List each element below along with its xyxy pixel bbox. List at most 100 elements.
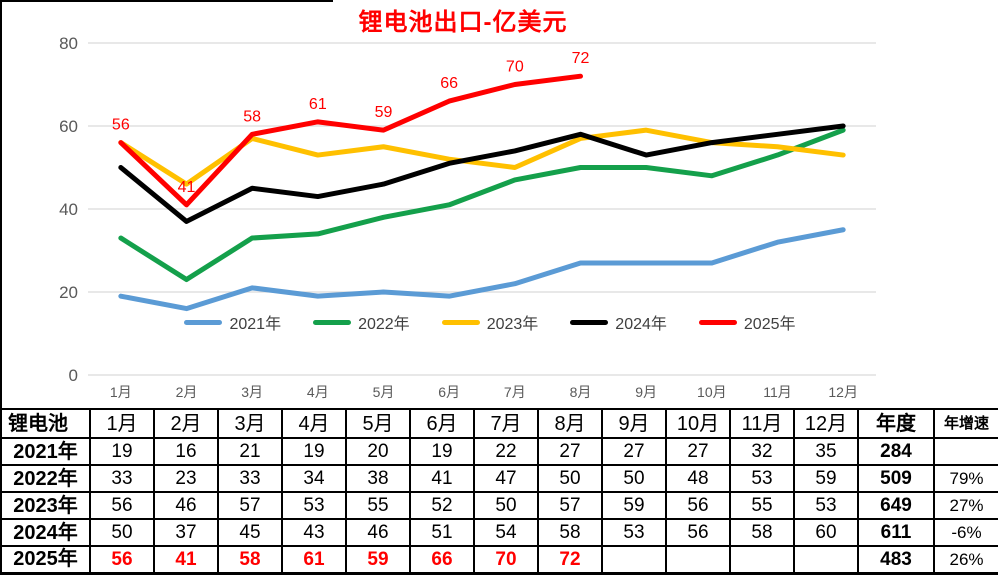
legend-item-2022年[interactable]: 2022年 xyxy=(313,310,410,334)
cell-2025年-6月[interactable]: 66 xyxy=(409,545,475,575)
col-header-年增速[interactable]: 年增速 xyxy=(933,408,998,439)
row-header-2022年[interactable]: 2022年 xyxy=(0,464,91,493)
cell-2023年-5月[interactable]: 55 xyxy=(345,491,411,520)
cell-2021年-annual[interactable]: 284 xyxy=(857,437,935,466)
series-line-2022年[interactable] xyxy=(118,127,846,283)
cell-2022年-10月[interactable]: 48 xyxy=(665,464,731,493)
cell-2025年-10月[interactable] xyxy=(665,545,731,575)
cell-2022年-4月[interactable]: 34 xyxy=(281,464,347,493)
legend-item-2023年[interactable]: 2023年 xyxy=(441,310,538,334)
legend-item-2025年[interactable]: 2025年 xyxy=(698,310,796,334)
cell-2022年-7月[interactable]: 47 xyxy=(473,464,539,493)
col-header-11月[interactable]: 11月 xyxy=(729,408,795,439)
cell-2021年-7月[interactable]: 22 xyxy=(473,437,539,466)
cell-2025年-4月[interactable]: 61 xyxy=(281,545,347,575)
cell-2024年-8月[interactable]: 58 xyxy=(537,518,603,547)
cell-2024年-annual[interactable]: 611 xyxy=(857,518,935,547)
cell-2023年-8月[interactable]: 57 xyxy=(537,491,603,520)
cell-2021年-10月[interactable]: 27 xyxy=(665,437,731,466)
col-header-9月[interactable]: 9月 xyxy=(601,408,667,439)
cell-2021年-9月[interactable]: 27 xyxy=(601,437,667,466)
cell-2024年-4月[interactable]: 43 xyxy=(281,518,347,547)
cell-2024年-3月[interactable]: 45 xyxy=(217,518,283,547)
cell-2021年-8月[interactable]: 27 xyxy=(537,437,603,466)
cell-2022年-11月[interactable]: 53 xyxy=(729,464,795,493)
cell-2021年-11月[interactable]: 32 xyxy=(729,437,795,466)
cell-2022年-1月[interactable]: 33 xyxy=(89,464,155,493)
cell-2025年-2月[interactable]: 41 xyxy=(153,545,219,575)
cell-2022年-5月[interactable]: 38 xyxy=(345,464,411,493)
cell-2023年-9月[interactable]: 59 xyxy=(601,491,667,520)
cell-2025年-5月[interactable]: 59 xyxy=(345,545,411,575)
col-header-7月[interactable]: 7月 xyxy=(473,408,539,439)
cell-2023年-annual[interactable]: 649 xyxy=(857,491,935,520)
cell-2024年-12月[interactable]: 60 xyxy=(793,518,859,547)
cell-2023年-4月[interactable]: 53 xyxy=(281,491,347,520)
chart[interactable]: 锂电池出口-亿美元 0 20 40 60 80 1月 2月 3月 4月 5月 6月 7月 8月 9月 10月… xyxy=(0,0,998,408)
cell-2025年-7月[interactable]: 70 xyxy=(473,545,539,575)
cell-2022年-3月[interactable]: 33 xyxy=(217,464,283,493)
col-header-锂电池[interactable]: 锂电池 xyxy=(0,408,91,439)
col-header-4月[interactable]: 4月 xyxy=(281,408,347,439)
cell-2021年-2月[interactable]: 16 xyxy=(153,437,219,466)
legend-item-2021年[interactable]: 2021年 xyxy=(184,310,281,334)
cell-2024年-1月[interactable]: 50 xyxy=(89,518,155,547)
cell-2023年-2月[interactable]: 46 xyxy=(153,491,219,520)
col-header-12月[interactable]: 12月 xyxy=(793,408,859,439)
cell-2023年-6月[interactable]: 52 xyxy=(409,491,475,520)
cell-2023年-3月[interactable]: 57 xyxy=(217,491,283,520)
row-header-2021年[interactable]: 2021年 xyxy=(0,437,91,466)
legend-item-2024年[interactable]: 2024年 xyxy=(570,310,667,334)
col-header-2月[interactable]: 2月 xyxy=(153,408,219,439)
col-header-5月[interactable]: 5月 xyxy=(345,408,411,439)
col-header-8月[interactable]: 8月 xyxy=(537,408,603,439)
row-header-2025年[interactable]: 2025年 xyxy=(0,545,91,575)
col-header-3月[interactable]: 3月 xyxy=(217,408,283,439)
cell-2025年-9月[interactable] xyxy=(601,545,667,575)
cell-2024年-6月[interactable]: 51 xyxy=(409,518,475,547)
cell-2023年-growth[interactable]: 27% xyxy=(933,491,998,520)
cell-2023年-1月[interactable]: 56 xyxy=(89,491,155,520)
cell-2024年-7月[interactable]: 54 xyxy=(473,518,539,547)
cell-2024年-5月[interactable]: 46 xyxy=(345,518,411,547)
cell-2023年-7月[interactable]: 50 xyxy=(473,491,539,520)
cell-2021年-1月[interactable]: 19 xyxy=(89,437,155,466)
cell-2022年-annual[interactable]: 509 xyxy=(857,464,935,493)
cell-2021年-4月[interactable]: 19 xyxy=(281,437,347,466)
cell-2021年-6月[interactable]: 19 xyxy=(409,437,475,466)
cell-2021年-growth[interactable] xyxy=(933,437,998,466)
row-header-2023年[interactable]: 2023年 xyxy=(0,491,91,520)
series-line-2021年[interactable] xyxy=(118,227,846,312)
cell-2024年-9月[interactable]: 53 xyxy=(601,518,667,547)
cell-2022年-9月[interactable]: 50 xyxy=(601,464,667,493)
row-header-2024年[interactable]: 2024年 xyxy=(0,518,91,547)
cell-2022年-12月[interactable]: 59 xyxy=(793,464,859,493)
col-header-1月[interactable]: 1月 xyxy=(89,408,155,439)
cell-2022年-growth[interactable]: 79% xyxy=(933,464,998,493)
cell-2025年-3月[interactable]: 58 xyxy=(217,545,283,575)
cell-2021年-3月[interactable]: 21 xyxy=(217,437,283,466)
cell-2022年-8月[interactable]: 50 xyxy=(537,464,603,493)
cell-2024年-11月[interactable]: 58 xyxy=(729,518,795,547)
cell-2022年-2月[interactable]: 23 xyxy=(153,464,219,493)
cell-2022年-6月[interactable]: 41 xyxy=(409,464,475,493)
col-header-6月[interactable]: 6月 xyxy=(409,408,475,439)
cell-2025年-growth[interactable]: 26% xyxy=(933,545,998,575)
cell-2024年-2月[interactable]: 37 xyxy=(153,518,219,547)
cell-2025年-8月[interactable]: 72 xyxy=(537,545,603,575)
cell-2021年-12月[interactable]: 35 xyxy=(793,437,859,466)
series-line-2024年[interactable] xyxy=(118,123,846,224)
cell-2023年-10月[interactable]: 56 xyxy=(665,491,731,520)
col-header-10月[interactable]: 10月 xyxy=(665,408,731,439)
cell-2025年-annual[interactable]: 483 xyxy=(857,545,935,575)
series-line-2025年[interactable] xyxy=(118,73,583,208)
cell-2021年-5月[interactable]: 20 xyxy=(345,437,411,466)
cell-2023年-11月[interactable]: 55 xyxy=(729,491,795,520)
cell-2025年-12月[interactable] xyxy=(793,545,859,575)
cell-2025年-11月[interactable] xyxy=(729,545,795,575)
cell-2025年-1月[interactable]: 56 xyxy=(89,545,155,575)
cell-2023年-12月[interactable]: 53 xyxy=(793,491,859,520)
cell-2024年-growth[interactable]: -6% xyxy=(933,518,998,547)
cell-2024年-10月[interactable]: 56 xyxy=(665,518,731,547)
col-header-年度[interactable]: 年度 xyxy=(857,408,935,439)
